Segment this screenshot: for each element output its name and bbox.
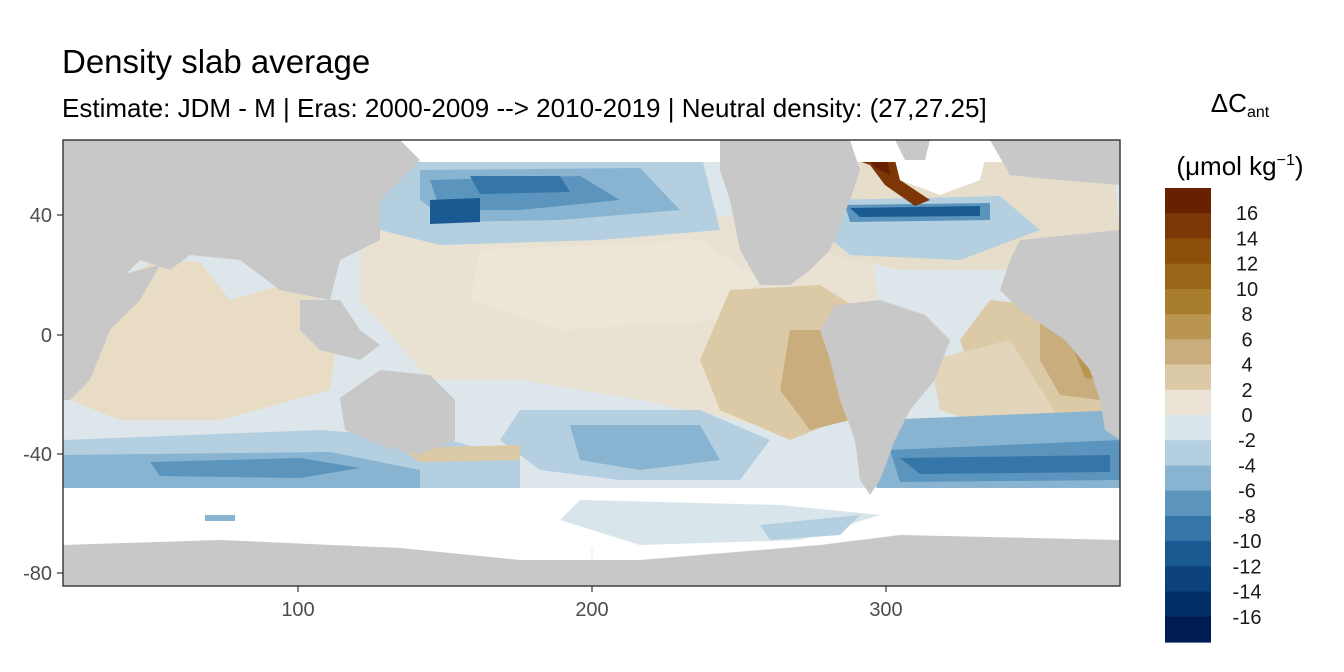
legend-swatch [1165,188,1211,214]
legend-unit-open: (μmol kg [1176,151,1277,181]
legend-labels: 16 14 12 10 8 6 4 2 0 -2 -4 -6 -8 -10 -12 -14 -16 [1233,203,1262,629]
x-tick-label: 300 [869,599,902,621]
legend-break-label: 16 [1236,203,1258,225]
legend-colorbar [1165,188,1211,643]
plot-subtitle: Estimate: JDM - M | Eras: 2000-2009 --> … [62,93,987,123]
legend-break-label: 4 [1241,355,1252,377]
legend-break-label: -12 [1233,556,1262,578]
legend-break-label: 8 [1241,304,1252,326]
legend-break-label: -16 [1233,607,1262,629]
legend-swatch [1165,364,1211,391]
legend-swatch [1165,490,1211,517]
legend-break-label: -8 [1238,506,1256,528]
y-tick-label: 40 [30,205,52,227]
legend-break-label: 6 [1241,329,1252,351]
legend-subscript: ant [1246,104,1270,121]
legend-swatch [1165,465,1211,492]
legend-swatch [1165,288,1211,315]
legend-break-label: 10 [1236,279,1258,301]
legend-break-label: -10 [1233,531,1262,553]
legend-break-label: 0 [1241,405,1252,427]
legend-swatch [1165,440,1211,467]
legend-break-label: -6 [1238,481,1256,503]
x-tick-label: 200 [575,599,608,621]
legend-swatch [1165,213,1211,240]
legend-swatch [1165,339,1211,366]
y-tick-label: -80 [23,563,52,585]
x-axis [297,586,887,592]
plot-title: Density slab average [62,43,371,80]
shelf-patches [205,500,880,545]
legend-break-label: 2 [1241,380,1252,402]
legend-symbol: ΔC [1210,88,1247,118]
legend-unit-exp: −1 [1276,152,1295,169]
legend-swatch [1165,314,1211,340]
legend-swatch [1165,415,1211,441]
legend-swatch [1165,541,1211,567]
x-tick-label: 100 [281,599,314,621]
legend-break-label: -2 [1238,430,1256,452]
map-field [63,140,1120,586]
legend-swatch [1165,591,1211,618]
legend-break-label: -14 [1233,582,1262,604]
y-tick-label: -40 [23,444,52,466]
legend-swatch [1165,263,1211,290]
legend-swatch [1165,238,1211,265]
legend-swatch [1165,616,1211,643]
legend-unit-close: ) [1294,151,1304,181]
y-tick-label: 0 [41,325,52,347]
legend-break-label: 14 [1236,228,1258,250]
legend-break-label: 12 [1236,254,1258,276]
legend-break-label: -4 [1238,455,1256,477]
legend-title: ΔCant (μmol kg−1) [1150,86,1330,183]
land-masses [63,140,1120,586]
legend-swatch [1165,515,1211,542]
legend-swatch [1165,389,1211,416]
y-axis [57,214,63,574]
legend-swatch [1165,566,1211,593]
